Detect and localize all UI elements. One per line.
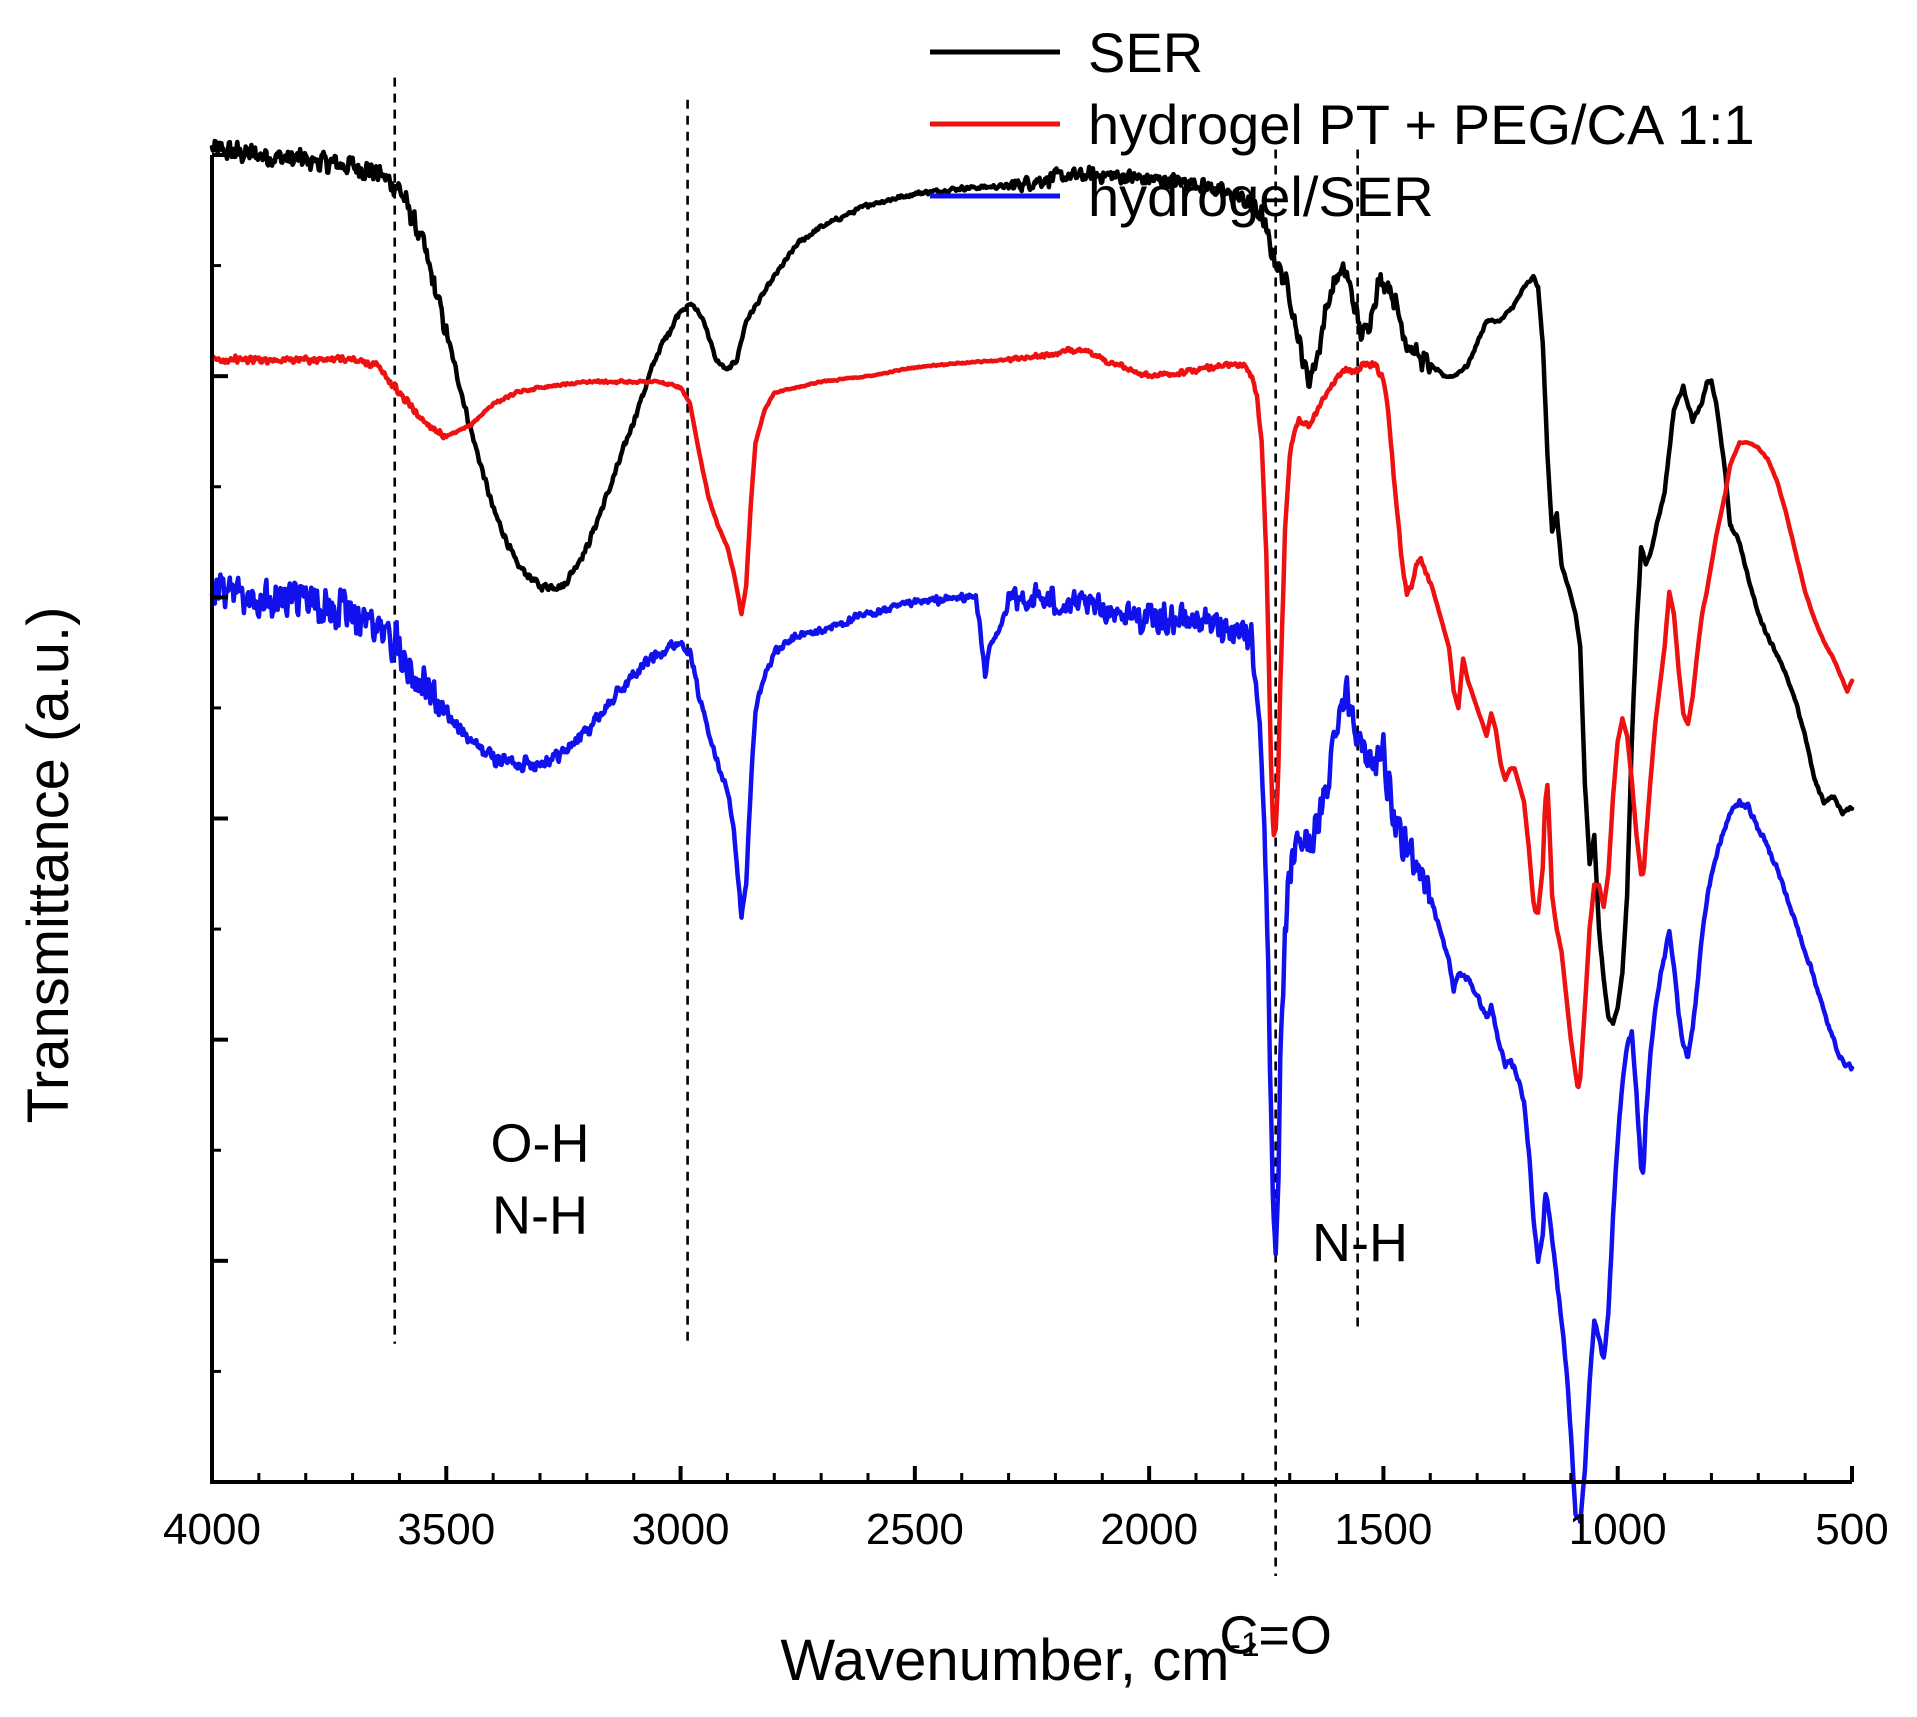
x-ticks: 4000 3500 3000 2500 2000 1500 1000 500 <box>163 1466 1889 1554</box>
x-tick-label: 2500 <box>866 1505 964 1554</box>
axis-frame <box>210 155 1852 1484</box>
guide-lines <box>393 77 1359 1576</box>
x-tick-label: 1500 <box>1334 1505 1432 1554</box>
x-tick-label: 3000 <box>632 1505 730 1554</box>
x-axis-label: Wavenumber, cm-1 <box>780 1626 1259 1693</box>
x-tick-label: 4000 <box>163 1505 261 1554</box>
series-line-3 <box>209 572 1855 1524</box>
x-tick-label: 1000 <box>1569 1505 1667 1554</box>
series-line-2 <box>209 345 1855 1090</box>
annotation-label: N-H <box>1312 1213 1408 1273</box>
legend-label: SER <box>1088 21 1203 84</box>
x-tick-label: 500 <box>1815 1505 1888 1554</box>
axes <box>210 155 1852 1484</box>
annotation-label: N-H <box>492 1185 588 1245</box>
legend-label: hydrogel PT + PEG/CA 1:1 <box>1088 93 1755 156</box>
x-axis-label-text: Wavenumber, cm <box>780 1628 1229 1693</box>
annotation-label: C=O <box>1219 1605 1332 1665</box>
x-tick-label: 3500 <box>397 1505 495 1554</box>
series-group <box>209 138 1855 1524</box>
legend: SER hydrogel PT + PEG/CA 1:1 hydrogel/SER <box>930 21 1755 228</box>
legend-label: hydrogel/SER <box>1088 165 1434 228</box>
x-axis-label-superscript: -1 <box>1229 1626 1259 1664</box>
annotations: O-H N-H N-H C=O <box>491 1113 1408 1665</box>
y-axis-label: Transmittance (a.u.) <box>16 607 81 1124</box>
annotation-label: O-H <box>491 1113 590 1173</box>
y-ticks <box>212 153 228 1484</box>
x-tick-label: 2000 <box>1100 1505 1198 1554</box>
series-line-1 <box>209 138 1855 1026</box>
